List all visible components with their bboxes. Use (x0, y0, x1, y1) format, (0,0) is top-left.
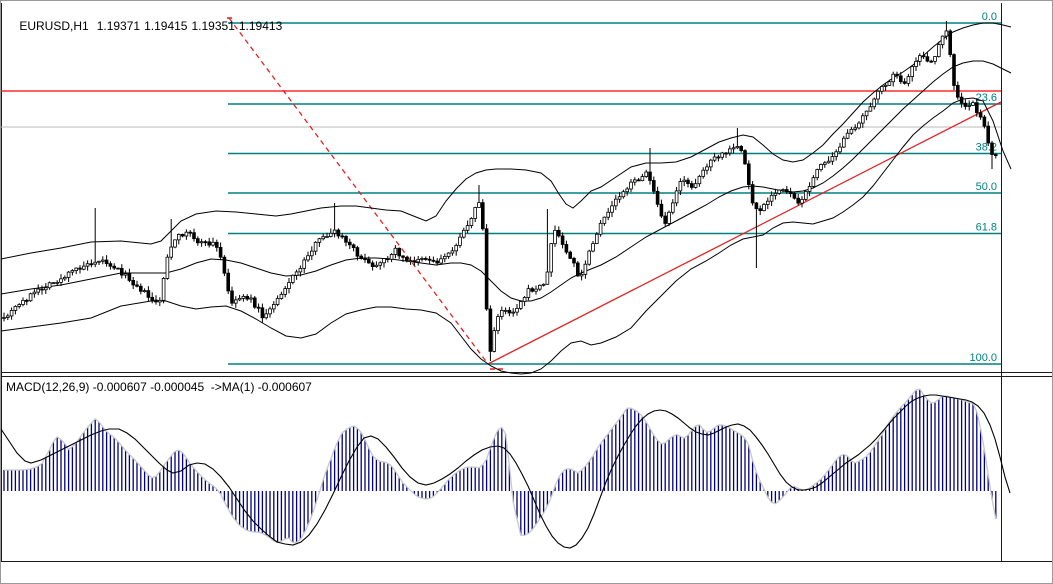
fib-handle-marks (227, 17, 503, 370)
bollinger-lower (1, 97, 1012, 375)
ohlc-low: 1.19351 (191, 19, 235, 33)
fib-label: 0.0 (982, 11, 997, 23)
fib-label: 61.8 (976, 222, 997, 234)
bollinger-upper (1, 22, 1012, 260)
macd-panel (1, 388, 1011, 549)
macd-indicator-label: MACD(12,26,9) -0.000607 -0.000045 ->MA(1… (6, 380, 312, 394)
fib-label: 50.0 (976, 181, 997, 193)
ohlc-open: 1.19371 (96, 19, 141, 33)
macd-envelope (4, 388, 997, 544)
trend-lines[interactable] (227, 17, 1002, 370)
symbol-timeframe-label: EURUSD,H1 (19, 19, 89, 33)
descending-dashed-trendline[interactable] (228, 17, 489, 365)
ohlc-close: 1.19413 (238, 19, 283, 33)
ohlc-high: 1.19415 (144, 19, 188, 33)
fib-label: 23.6 (976, 92, 997, 104)
macd-signal-line (1, 394, 1011, 549)
chart-title: EURUSD,H1 1.19371 1.19415 1.19351 1.19413 (6, 5, 286, 47)
fib-label: 100.0 (969, 352, 997, 364)
ascending-trendline[interactable] (487, 101, 1002, 365)
panel-frames (1, 3, 1052, 562)
candles (2, 21, 998, 361)
